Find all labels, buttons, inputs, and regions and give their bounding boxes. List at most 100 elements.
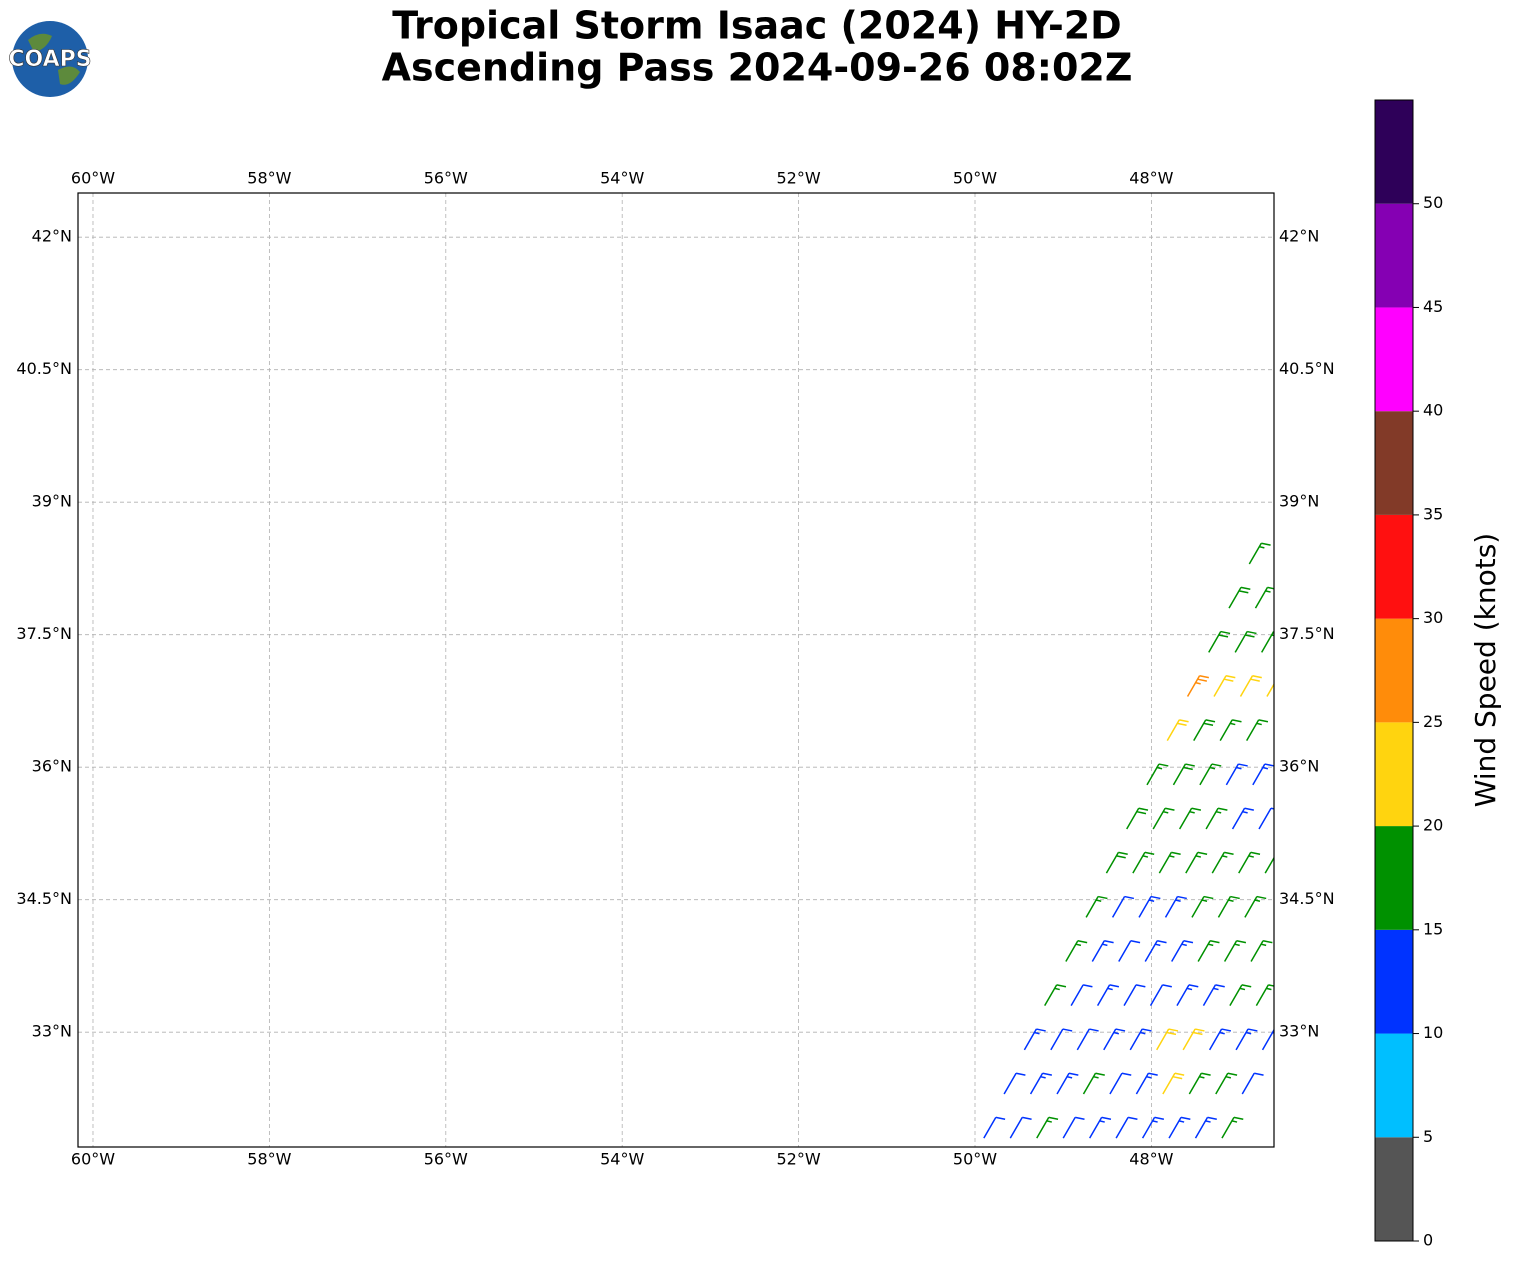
wind-barb [1266, 682, 1274, 697]
wind-barb [1146, 763, 1169, 786]
wind-barb [1129, 1028, 1152, 1051]
wind-barb [1082, 1072, 1105, 1095]
y-tick-label: 36°N [32, 757, 72, 776]
colorbar-tick-label: 10 [1423, 1023, 1443, 1042]
wind-barb [1221, 1116, 1244, 1139]
wind-barb [1229, 984, 1252, 1007]
wind-barb [1215, 1072, 1238, 1095]
wind-barb [1126, 807, 1149, 830]
wind-barb [1044, 984, 1067, 1007]
x-tick-label: 56°W [424, 1150, 468, 1169]
wind-barb [1162, 1072, 1185, 1095]
wind-barb [1238, 851, 1261, 874]
wind-barb [1132, 851, 1155, 874]
wind-barb [1241, 1072, 1264, 1095]
wind-barb [1250, 939, 1273, 962]
wind-barb [1219, 719, 1242, 742]
x-tick-label: 48°W [1129, 1150, 1173, 1169]
map-frame [77, 192, 1275, 1148]
wind-barb [1103, 1028, 1126, 1051]
wind-barb [1115, 1116, 1138, 1139]
wind-barb [1252, 763, 1274, 786]
colorbar-tick-label: 20 [1423, 816, 1443, 835]
y-tick-label: 40.5°N [16, 359, 72, 378]
x-tick-label: 54°W [600, 169, 644, 188]
colorbar-tick-label: 0 [1423, 1231, 1433, 1250]
wind-barb [1261, 1028, 1274, 1051]
wind-barb [1186, 674, 1210, 697]
wind-barb [1264, 856, 1274, 874]
colorbar-tick-label: 5 [1423, 1127, 1433, 1146]
wind-barb [1062, 1116, 1085, 1139]
colorbar-tick-label: 30 [1423, 608, 1443, 627]
x-tick-label: 54°W [600, 1150, 644, 1169]
wind-barb [1182, 1028, 1205, 1051]
wind-barb [1223, 939, 1247, 962]
title-line: Tropical Storm Isaac (2024) HY-2D [392, 4, 1121, 48]
wind-barb [1085, 895, 1108, 918]
wind-barb [1164, 895, 1187, 918]
wind-barb [1254, 586, 1274, 609]
wind-barb [1168, 1116, 1191, 1139]
wind-barb [1109, 1072, 1132, 1095]
barb-layer [983, 542, 1274, 1139]
colorbar-segment [1375, 307, 1413, 412]
colorbar-segment [1375, 1137, 1413, 1241]
wind-barb [1217, 895, 1240, 918]
colorbar-tick-label: 45 [1423, 297, 1443, 316]
wind-barb [1202, 984, 1225, 1007]
wind-barb [1178, 807, 1202, 830]
colorbar-tick-label: 25 [1423, 712, 1443, 731]
logo: COAPS [8, 21, 92, 97]
colorbar-segment [1375, 203, 1413, 308]
wind-barb [1199, 763, 1222, 786]
wind-barb [1208, 630, 1231, 653]
y-tick-label: 34.5°N [16, 889, 72, 908]
wind-barb [1185, 851, 1208, 874]
wind-barb [1213, 674, 1236, 697]
wind-barb [1194, 1116, 1217, 1139]
wind-barb [1149, 984, 1172, 1007]
wind-barb [1231, 807, 1254, 830]
colorbar-tick-label: 15 [1423, 919, 1443, 938]
wind-barb [1176, 984, 1199, 1007]
wind-barb [1211, 851, 1234, 874]
x-tick-label: 48°W [1129, 169, 1173, 188]
wind-barb [1076, 1028, 1099, 1051]
wind-barb [1135, 1072, 1158, 1095]
x-tick-label: 50°W [953, 1150, 997, 1169]
wind-barb [1056, 1072, 1079, 1095]
y-tick-label: 39°N [1279, 492, 1319, 511]
wind-barb [1171, 939, 1194, 962]
y-tick-label: 42°N [1279, 227, 1319, 246]
wind-barb [1029, 1072, 1053, 1095]
wind-barb [1258, 807, 1274, 830]
colorbar-tick-label: 35 [1423, 504, 1443, 523]
wind-barb [1156, 1028, 1179, 1051]
wind-barb [1105, 851, 1128, 874]
y-tick-label: 40.5°N [1279, 359, 1335, 378]
wind-barb [983, 1116, 1006, 1139]
x-tick-label: 50°W [953, 169, 997, 188]
wind-barb [1197, 939, 1220, 962]
grid: 60°W 60°W 58°W 58°W 56°W 56°W 54°W 54°W 52°W 52°W… [16, 169, 1334, 1169]
wind-barb [1158, 851, 1181, 874]
colorbar-frame [1374, 99, 1414, 1242]
wind-barb [1208, 1028, 1232, 1051]
x-tick-label: 60°W [71, 1150, 115, 1169]
colorbar-segment [1375, 722, 1413, 827]
colorbar-tick-label: 40 [1423, 401, 1443, 420]
wind-barb [1255, 984, 1274, 1007]
wind-barb [1235, 1028, 1258, 1051]
wind-barb [1111, 895, 1135, 918]
wind-barb [1205, 807, 1228, 830]
colorbar-segment [1375, 618, 1413, 723]
wind-barb [1234, 630, 1257, 653]
x-tick-label: 56°W [424, 169, 468, 188]
wind-barb [1225, 763, 1248, 786]
wind-barb [1036, 1116, 1059, 1139]
y-tick-label: 34.5°N [1279, 889, 1335, 908]
wind-barb [1239, 674, 1262, 697]
logo-land [28, 33, 80, 85]
